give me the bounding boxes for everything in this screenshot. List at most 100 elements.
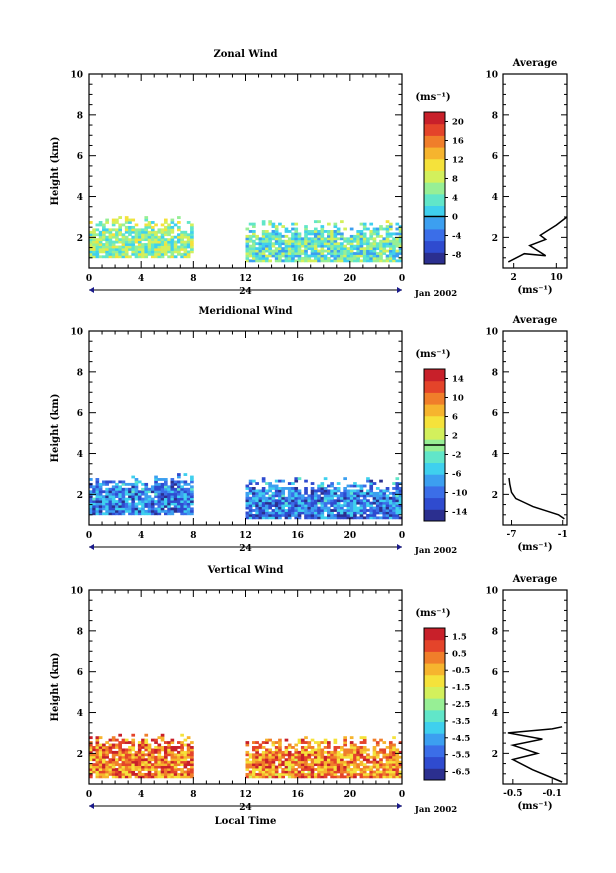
heatmap-cell [265,741,269,744]
heatmap-cell [124,252,129,256]
heatmap-cell [291,506,295,510]
heatmap-cell [392,239,396,243]
heatmap-cell [375,509,380,512]
heatmap-cell [297,501,302,505]
heatmap-cell [356,509,361,512]
heatmap-cell [118,746,123,749]
heatmap-cell [248,509,253,512]
average-y-tick-label: 4 [492,709,498,719]
heatmap-cell [258,768,263,771]
heatmap-cell [327,750,331,754]
heatmap-cell [111,500,116,503]
heatmap-cell [320,237,325,241]
heatmap-cell [274,753,279,757]
average-x-axis-label: (ms⁻¹) [517,542,552,553]
heatmap-cell [284,770,289,774]
heatmap-cell [291,242,295,246]
heatmap-cell [320,242,325,246]
heatmap-cell [177,758,181,762]
heatmap-cell [258,509,263,512]
heatmap-cell [255,247,259,251]
heatmap-cell [190,230,194,234]
heatmap-cell [147,235,152,239]
heatmap-cell [313,513,318,517]
heatmap-cell [372,513,377,517]
heatmap-cell [287,499,292,503]
heatmap-cell [379,225,383,228]
heatmap-cell [186,235,191,239]
heatmap-cell [340,259,344,263]
heatmap-cell [346,496,351,500]
heatmap-cell [265,738,269,742]
heatmap-cell [382,494,387,498]
heatmap-cell [163,746,168,749]
heatmap-cell [150,775,155,779]
heatmap-cell [336,482,341,485]
heatmap-cell [398,225,403,228]
heatmap-cell [170,753,175,757]
heatmap-cell [157,512,162,516]
heatmap-cell [336,511,341,515]
heatmap-cell [294,234,299,238]
heatmap-cell [150,502,155,506]
heatmap-cell [333,222,338,226]
heatmap-cell [343,741,347,744]
heatmap-cell [105,768,109,771]
heatmap-cell [349,763,354,767]
heatmap-cell [252,768,256,771]
heatmap-cell [300,501,305,505]
heatmap-cell [317,755,321,759]
heatmap-cell [343,753,347,757]
heatmap-cell [300,237,305,241]
heatmap-cell [255,506,259,510]
heatmap-cell [102,243,106,246]
heatmap-cell [177,507,181,511]
heatmap-cell [261,513,266,517]
heatmap-cell [170,225,175,229]
heatmap-cell [346,765,351,769]
heatmap-cell [248,753,253,757]
heatmap-cell [137,750,142,754]
heatmap-cell [160,487,165,491]
heatmap-cell [160,495,165,499]
heatmap-cell [304,775,308,779]
heatmap-cell [398,772,403,776]
heatmap-cell [105,238,109,242]
heatmap-cell [163,243,168,246]
heatmap-cell [343,511,347,515]
heatmap-cell [392,746,396,749]
colorbar-segment [424,427,445,440]
heatmap-cell [128,497,132,501]
heatmap-cell [163,487,168,491]
heatmap-cell [115,233,119,237]
heatmap-cell [369,237,374,241]
heatmap-cell [157,765,162,769]
heatmap-cell [278,499,282,503]
heatmap-cell [180,743,184,747]
heatmap-cell [333,501,338,505]
heatmap-cell [183,509,188,513]
heatmap-cell [105,746,109,749]
heatmap-cell [134,485,139,489]
heatmap-cell [284,509,289,512]
heatmap-cell [310,506,315,510]
heatmap-cell [375,753,380,757]
heatmap-cell [369,765,374,769]
heatmap-cell [154,492,158,496]
heatmap-cell [248,775,253,779]
heatmap-cell [245,237,250,241]
heatmap-cell [160,492,165,496]
heatmap-cell [167,763,171,767]
heatmap-cell [170,502,175,506]
heatmap-cell [92,770,96,774]
heatmap-cell [105,741,109,744]
heatmap-cell [398,504,403,508]
heatmap-cell [144,223,149,227]
heatmap-cell [118,763,123,767]
heatmap-cell [278,489,282,493]
heatmap-cell [274,504,279,508]
heatmap-cell [128,775,132,779]
heatmap-cell [359,501,364,505]
heatmap-cell [255,482,259,485]
heatmap-cell [160,233,165,237]
